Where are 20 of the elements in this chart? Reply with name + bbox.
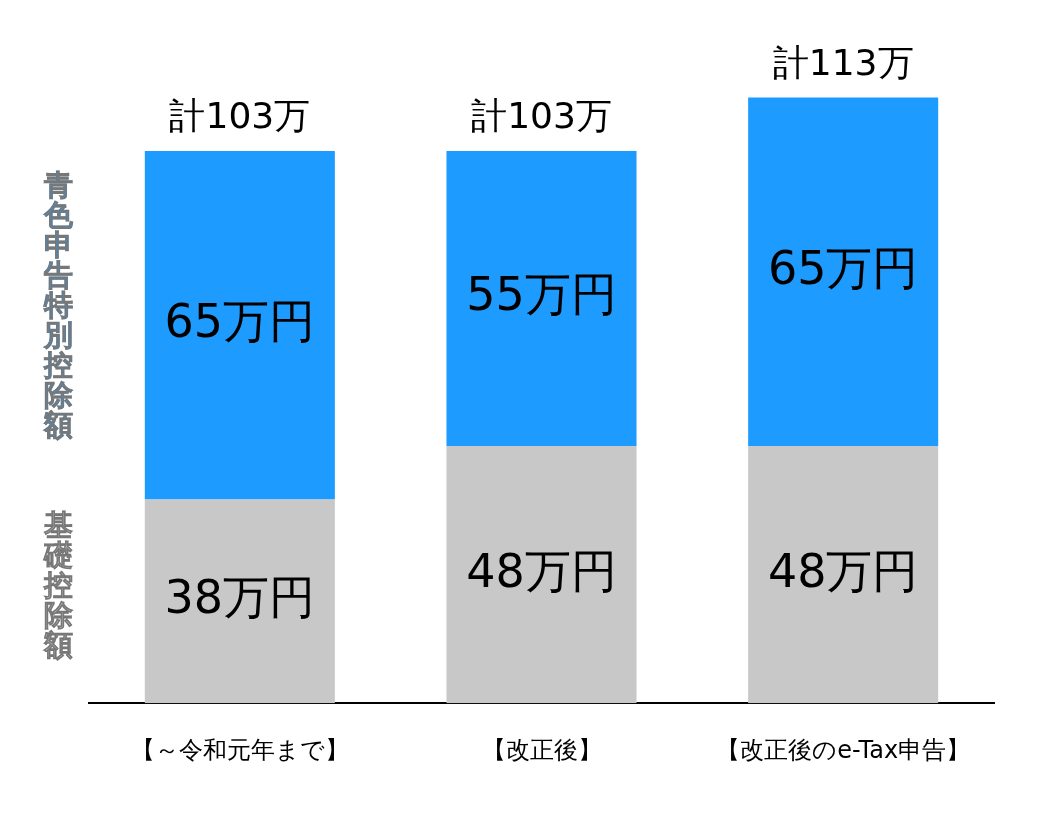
bar [748,445,939,704]
total-label: 計103万 [471,95,612,137]
x-tick-label: 【～令和元年まで】 [130,735,349,764]
total-label: 計103万 [169,95,311,137]
bar [446,151,637,446]
data-label: 55万円 [466,267,617,322]
data-label: 38万円 [164,570,316,625]
data-label: 48万円 [767,543,919,598]
bar [144,151,335,500]
text: 青色申告特別控除額 [44,168,73,442]
data-label: 65万円 [767,240,919,295]
data-label: 48万円 [466,543,617,598]
x-tick-label: 【改正後】 [481,735,602,764]
bar [446,445,637,704]
x-tick-label: 【改正後のe-Tax申告】 [716,735,971,764]
text: 基礎控除額 [44,508,74,662]
data-label: 65万円 [164,294,316,349]
total-label: 計113万 [772,41,914,83]
bar [144,499,335,704]
bar [748,97,939,446]
